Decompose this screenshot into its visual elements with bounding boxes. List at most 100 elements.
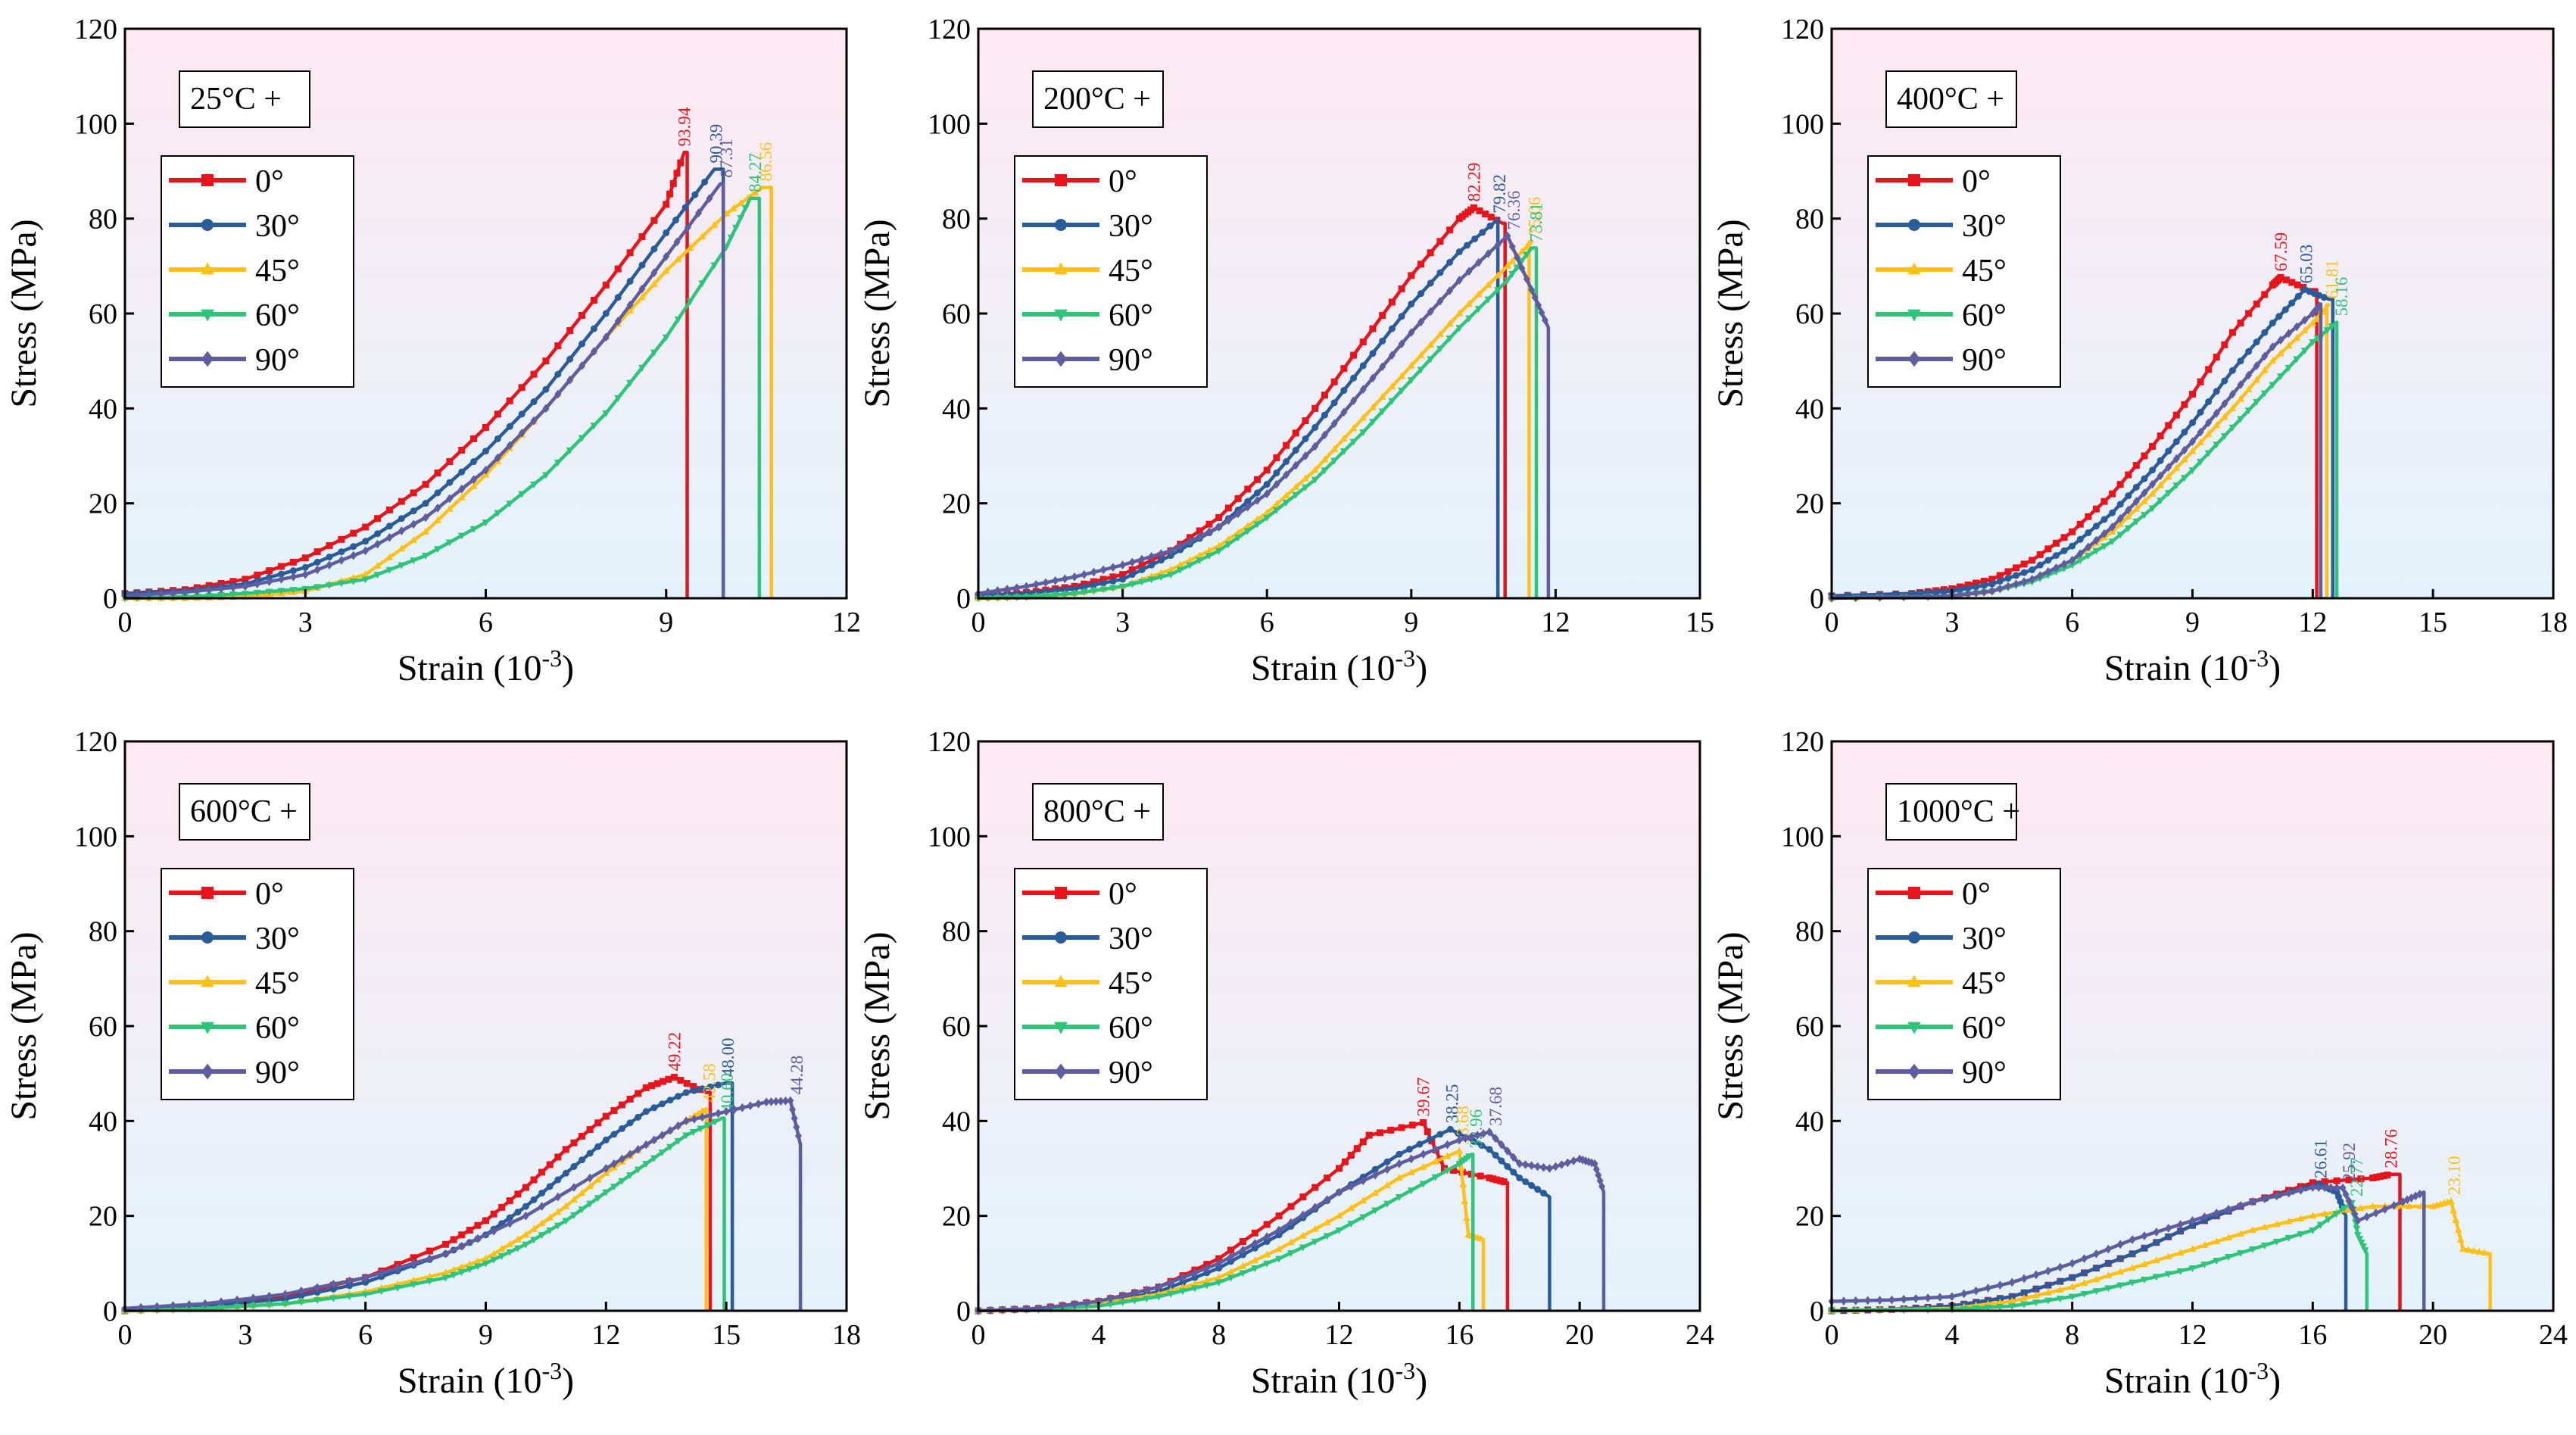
data-point	[1340, 365, 1348, 373]
data-point	[1051, 591, 1059, 599]
data-point	[1996, 1304, 2004, 1312]
data-point	[698, 280, 706, 288]
data-point	[1205, 546, 1213, 554]
data-point	[782, 1097, 790, 1106]
data-point	[602, 1189, 610, 1196]
data-point	[2245, 310, 2253, 317]
peak-label: 22.77	[2347, 1158, 2366, 1197]
peak-label: 25.92	[2340, 1143, 2359, 1182]
data-point	[1311, 1203, 1319, 1212]
data-point	[710, 262, 719, 270]
data-point	[298, 1286, 305, 1296]
data-point	[2300, 326, 2309, 334]
data-point	[1179, 1288, 1187, 1296]
data-point	[458, 1231, 466, 1239]
legend-label: 45°	[1962, 966, 2007, 1001]
data-point	[2148, 489, 2157, 497]
data-point	[1287, 1203, 1295, 1210]
data-point	[1336, 1187, 1343, 1197]
data-point	[457, 1269, 466, 1277]
data-point	[345, 1293, 354, 1300]
data-point	[1398, 339, 1405, 348]
data-point	[2176, 1249, 2185, 1256]
data-point	[410, 519, 417, 529]
condition-label-box	[179, 783, 310, 841]
data-point	[1972, 1305, 1980, 1312]
data-point	[329, 1285, 337, 1293]
data-point	[1540, 1190, 1548, 1197]
data-point	[590, 423, 598, 430]
data-point	[2052, 539, 2060, 547]
data-point	[1176, 560, 1184, 568]
data-point	[1119, 571, 1127, 579]
data-point	[1167, 1277, 1174, 1287]
data-point	[1455, 1130, 1462, 1137]
data-point	[602, 332, 610, 342]
data-point	[1407, 1168, 1415, 1176]
data-point	[1143, 1296, 1151, 1303]
data-point	[1446, 286, 1454, 295]
data-point	[1359, 1176, 1367, 1186]
y-axis-label: Stress (MPa)	[1711, 931, 1751, 1120]
data-point	[1128, 566, 1136, 573]
data-point	[2124, 512, 2132, 519]
legend-marker	[1055, 351, 1067, 367]
data-point	[2213, 421, 2221, 429]
data-point	[1948, 1292, 1956, 1302]
data-point	[2339, 1183, 2347, 1193]
data-point	[313, 565, 321, 575]
data-point	[1292, 460, 1299, 470]
x-tick-label: 6	[2065, 607, 2079, 638]
data-point	[1503, 261, 1511, 269]
data-point	[2020, 1301, 2029, 1309]
data-point	[265, 588, 273, 596]
data-point	[2141, 452, 2148, 460]
y-tick-label: 120	[74, 726, 117, 758]
data-point	[1455, 309, 1464, 317]
data-point	[2172, 463, 2181, 471]
data-point	[1138, 554, 1146, 564]
legend-marker	[1908, 931, 1920, 944]
data-point	[1157, 549, 1165, 558]
data-point	[793, 1122, 800, 1132]
data-point	[1349, 438, 1358, 446]
data-point	[2205, 398, 2213, 406]
legend-label: 90°	[255, 343, 300, 378]
data-point	[2197, 458, 2205, 466]
data-point	[1459, 1180, 1467, 1187]
data-point	[394, 1263, 401, 1273]
data-point	[2316, 301, 2323, 310]
data-point	[1263, 1238, 1271, 1246]
data-point	[2321, 1183, 2328, 1193]
data-point	[2297, 1185, 2304, 1195]
data-point	[1484, 281, 1492, 288]
data-point	[474, 1234, 482, 1243]
data-point	[1427, 279, 1434, 287]
data-point	[1340, 407, 1348, 417]
data-point	[1359, 1214, 1368, 1221]
data-point	[578, 435, 586, 442]
data-point	[434, 546, 441, 554]
data-point	[1131, 1288, 1138, 1298]
data-point	[450, 1265, 458, 1273]
data-point	[473, 1257, 482, 1265]
data-point	[1436, 269, 1444, 276]
data-point	[1424, 1128, 1431, 1136]
legend-marker	[1907, 309, 1921, 322]
data-point	[2273, 1191, 2281, 1201]
data-point	[554, 1208, 562, 1215]
data-point	[674, 316, 682, 323]
data-point	[2057, 1262, 2064, 1272]
data-point	[326, 553, 333, 560]
y-tick-label: 20	[942, 488, 971, 520]
data-point	[562, 1146, 569, 1153]
data-point	[1508, 270, 1517, 278]
data-point	[1579, 1155, 1586, 1165]
data-point	[2020, 560, 2028, 568]
data-point	[698, 1085, 706, 1093]
data-point	[579, 361, 586, 370]
data-point	[1179, 1273, 1187, 1282]
legend-marker	[201, 351, 214, 367]
data-point	[2293, 334, 2301, 342]
data-point	[2253, 398, 2261, 406]
